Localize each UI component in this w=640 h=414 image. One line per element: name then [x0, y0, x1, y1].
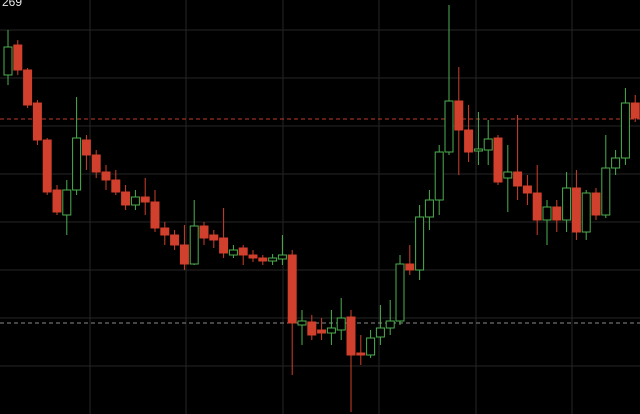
candle-body — [150, 201, 160, 229]
candle-body — [219, 237, 229, 254]
candle-body — [52, 189, 62, 213]
candle-body — [493, 137, 503, 183]
candle-body — [395, 263, 405, 322]
candle-body — [238, 247, 248, 256]
candle-body — [385, 320, 395, 329]
candle-body — [111, 179, 121, 193]
candle-body — [307, 321, 317, 336]
candle-body — [23, 69, 33, 106]
candle-body — [258, 257, 268, 262]
candle-body — [189, 225, 199, 265]
candle-body — [571, 187, 581, 233]
candle-body — [72, 137, 82, 191]
candle-body — [326, 327, 336, 334]
candle-body — [317, 329, 327, 334]
candle-body — [562, 187, 572, 221]
candle-body — [42, 139, 52, 193]
candle-body — [415, 216, 425, 271]
candle-body — [591, 192, 601, 216]
candle-body — [513, 171, 523, 187]
candle-body — [130, 196, 140, 206]
candle-body — [209, 234, 219, 241]
candle-body — [464, 129, 474, 153]
candle-body — [228, 249, 238, 256]
candle-body — [630, 102, 640, 119]
candle-body — [170, 234, 180, 246]
candle-body — [62, 189, 72, 216]
candle-body — [601, 167, 611, 216]
candle-body — [346, 316, 356, 356]
candle-body — [121, 191, 131, 206]
candle-body — [532, 192, 542, 221]
candle-body — [454, 100, 464, 131]
candle-body — [91, 154, 101, 173]
vertical-grid — [89, 0, 573, 414]
candle-body — [542, 206, 552, 221]
candle-body — [13, 44, 23, 71]
candle-body — [32, 102, 42, 141]
candle-body — [503, 171, 513, 179]
candle-body — [277, 254, 287, 260]
candle-body — [81, 139, 91, 156]
candle-body — [620, 102, 630, 159]
candle-body — [366, 337, 376, 356]
candle-body — [375, 327, 385, 338]
candle-body — [101, 171, 111, 181]
candle-body — [3, 46, 13, 76]
price-label: 269 — [2, 0, 22, 9]
candle-body — [405, 263, 415, 271]
candle-body — [140, 196, 150, 203]
candle-body — [336, 317, 346, 331]
candle-body — [248, 254, 258, 259]
candle-body — [268, 257, 278, 262]
candle-body — [160, 227, 170, 236]
candle-body — [473, 148, 483, 152]
candle-body — [287, 254, 297, 324]
candle-body — [297, 320, 307, 326]
candle-body — [179, 244, 189, 265]
candle-body — [483, 138, 493, 151]
candle-body — [356, 352, 366, 356]
candle-body — [199, 225, 209, 239]
candle-body — [434, 151, 444, 201]
candle-body — [424, 199, 434, 218]
candle-body — [581, 192, 591, 233]
candle-body — [611, 157, 621, 169]
candle-body — [552, 206, 562, 221]
candle-body — [522, 185, 532, 194]
candle-body — [444, 100, 454, 153]
